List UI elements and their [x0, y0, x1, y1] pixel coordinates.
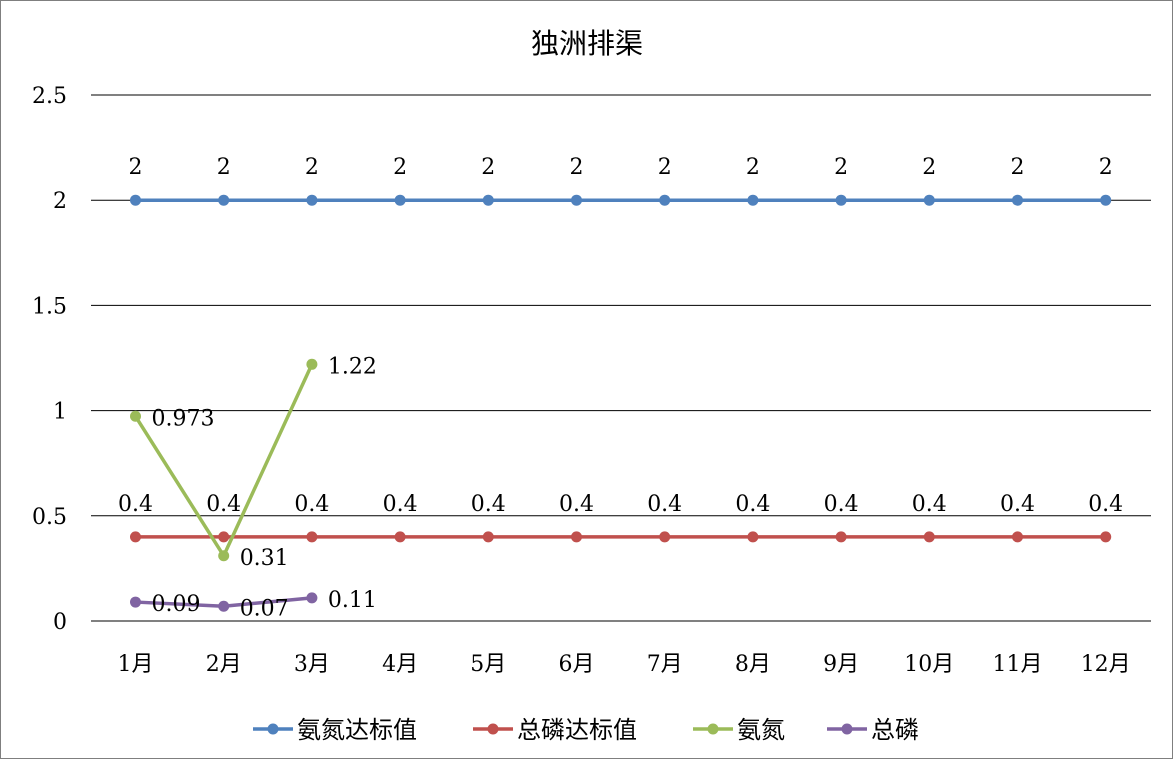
data-point-1-6 [659, 531, 671, 543]
data-point-3-2 [306, 592, 318, 604]
data-point-0-7 [747, 194, 759, 206]
legend-swatch-marker-1 [487, 723, 499, 735]
series-lines [130, 194, 1112, 612]
data-point-1-11 [1100, 531, 1112, 543]
x-axis-tick-labels: 1月 2月 3月 4月 5月 6月 7月 8月 9月 10月 11月 12月 [118, 652, 1131, 677]
data-label-0-5: 2 [570, 155, 584, 180]
x-tick-label: 10月 [904, 652, 954, 677]
data-label-3-2: 0.11 [328, 588, 377, 613]
data-point-0-11 [1100, 194, 1112, 206]
data-label-1-8: 0.4 [824, 492, 859, 517]
y-tick-label: 1.5 [32, 294, 67, 319]
legend-label-2: 氨氮 [737, 716, 785, 744]
data-point-0-2 [306, 194, 318, 206]
data-label-1-6: 0.4 [647, 492, 682, 517]
data-label-3-0: 0.09 [152, 592, 201, 617]
data-label-1-1: 0.4 [206, 492, 241, 517]
data-label-0-7: 2 [746, 155, 760, 180]
data-point-2-1 [218, 550, 230, 562]
data-label-1-0: 0.4 [118, 492, 153, 517]
data-point-0-5 [571, 194, 582, 206]
legend-swatch-marker-3 [841, 723, 853, 735]
data-point-3-1 [218, 600, 230, 612]
data-label-1-11: 0.4 [1088, 492, 1123, 517]
data-point-3-0 [130, 596, 141, 608]
legend-label-1: 总磷达标值 [517, 716, 637, 744]
data-label-1-9: 0.4 [912, 492, 947, 517]
x-tick-label: 5月 [470, 652, 506, 677]
x-tick-label: 3月 [294, 652, 330, 677]
x-tick-label: 12月 [1081, 652, 1131, 677]
data-point-1-2 [306, 531, 318, 543]
data-point-0-3 [394, 194, 406, 206]
gridlines [91, 94, 1151, 622]
data-point-1-10 [1012, 531, 1023, 543]
data-label-0-1: 2 [217, 155, 231, 180]
data-label-1-10: 0.4 [1000, 492, 1035, 517]
x-tick-label: 1月 [118, 652, 154, 677]
y-axis-tick-labels: 0 0.5 1 1.5 2 2.5 [32, 84, 67, 635]
data-label-0-4: 2 [481, 155, 495, 180]
x-tick-label: 9月 [823, 652, 859, 677]
data-point-0-10 [1012, 194, 1023, 206]
data-label-0-0: 2 [129, 155, 143, 180]
data-point-0-8 [835, 194, 847, 206]
y-tick-label: 0 [53, 610, 67, 635]
x-tick-label: 2月 [206, 652, 242, 677]
data-label-0-6: 2 [658, 155, 672, 180]
x-tick-label: 4月 [382, 652, 418, 677]
data-label-3-1: 0.07 [240, 596, 289, 621]
legend-swatch-marker-2 [707, 723, 719, 735]
data-point-0-0 [130, 194, 141, 206]
data-point-1-1 [218, 531, 230, 543]
series-line-2 [133, 362, 314, 558]
data-label-0-11: 2 [1099, 155, 1113, 180]
y-tick-label: 1 [53, 400, 67, 425]
data-label-1-4: 0.4 [471, 492, 506, 517]
data-label-0-9: 2 [922, 155, 936, 180]
data-point-1-7 [747, 531, 759, 543]
data-label-2-0: 0.973 [152, 406, 215, 431]
data-point-0-6 [659, 194, 671, 206]
legend: 氨氮达标值 总磷达标值 氨氮 总磷 [253, 716, 919, 744]
x-tick-label: 11月 [993, 652, 1043, 677]
data-label-0-8: 2 [834, 155, 848, 180]
data-labels: 2 2 2 2 2 2 2 2 2 2 2 2 0.4 0.4 0.4 0.4 0.4 0.4 0.4 0.4 0.4 0… [118, 155, 1123, 621]
data-point-1-8 [835, 531, 847, 543]
y-tick-label: 0.5 [32, 505, 67, 530]
data-point-1-0 [130, 531, 141, 543]
data-label-1-2: 0.4 [294, 492, 329, 517]
data-point-1-3 [394, 531, 406, 543]
x-tick-label: 7月 [647, 652, 683, 677]
data-point-1-5 [571, 531, 582, 543]
data-label-2-2: 1.22 [328, 354, 377, 379]
x-tick-label: 6月 [559, 652, 595, 677]
x-tick-label: 8月 [735, 652, 771, 677]
data-point-2-0 [130, 410, 141, 422]
data-label-1-3: 0.4 [383, 492, 418, 517]
data-label-2-1: 0.31 [240, 546, 289, 571]
data-label-0-2: 2 [305, 155, 319, 180]
data-point-0-1 [218, 194, 230, 206]
data-label-1-7: 0.4 [735, 492, 770, 517]
data-label-1-5: 0.4 [559, 492, 594, 517]
legend-swatch-marker-0 [267, 723, 279, 735]
data-label-0-3: 2 [393, 155, 407, 180]
legend-label-3: 总磷 [871, 716, 919, 744]
y-tick-label: 2.5 [32, 84, 67, 109]
data-point-0-9 [923, 194, 935, 206]
y-tick-label: 2 [53, 189, 67, 214]
chart-title: 独洲排渠 [531, 27, 643, 60]
data-label-0-10: 2 [1011, 155, 1025, 180]
data-point-1-4 [482, 531, 494, 543]
data-point-0-4 [482, 194, 494, 206]
data-point-2-2 [306, 358, 318, 370]
legend-label-0: 氨氮达标值 [297, 716, 417, 744]
data-point-1-9 [923, 531, 935, 543]
